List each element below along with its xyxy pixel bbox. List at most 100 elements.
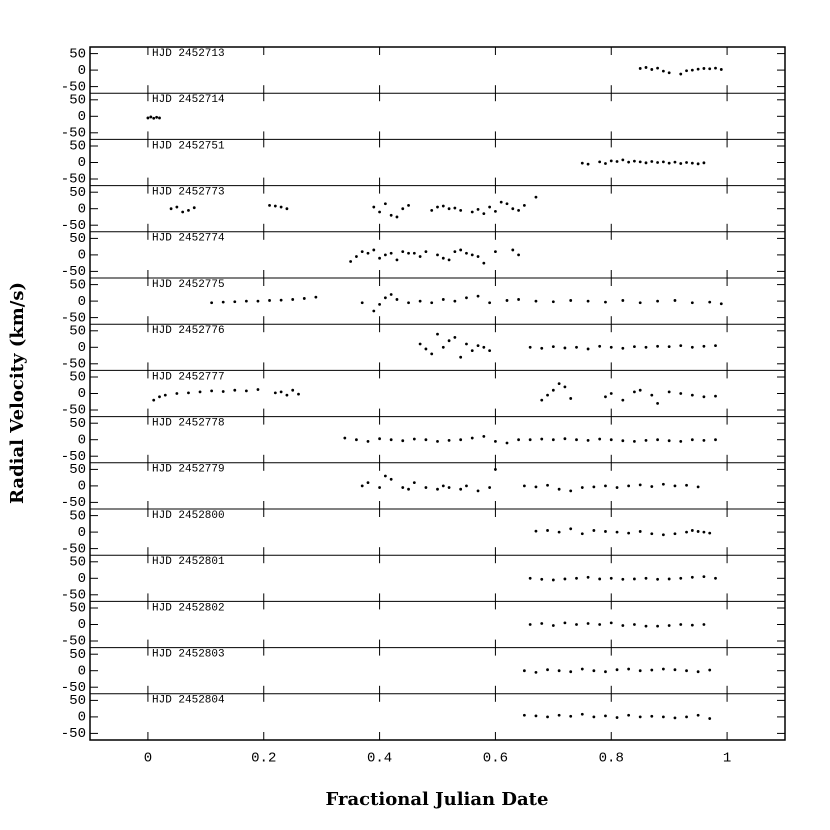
point (378, 437, 381, 441)
y-tick-label: 50 (69, 231, 86, 247)
point (407, 204, 410, 207)
point (586, 438, 590, 442)
point (661, 69, 665, 73)
point (470, 436, 474, 440)
x-axis-label: Fractional Julian Date (326, 789, 549, 810)
x-tick-label: 0 (144, 751, 152, 767)
point (714, 394, 717, 398)
point (685, 530, 688, 534)
point (476, 344, 480, 348)
point (690, 301, 694, 305)
point (360, 250, 364, 254)
point (604, 395, 607, 399)
point (656, 299, 659, 303)
x-tick-label: 0.6 (483, 751, 508, 767)
point (163, 393, 167, 397)
point (551, 624, 555, 627)
point (401, 207, 405, 211)
point (441, 345, 445, 349)
point (221, 390, 225, 393)
point (627, 531, 631, 535)
point (696, 67, 700, 71)
point (719, 302, 723, 306)
point (575, 623, 578, 626)
y-tick-label: 0 (78, 340, 86, 356)
point (656, 161, 659, 164)
point (233, 388, 237, 392)
point (592, 669, 596, 673)
point (372, 248, 376, 252)
point (702, 344, 706, 348)
y-tick-label: -50 (61, 310, 86, 326)
point (522, 204, 526, 207)
point (696, 713, 700, 717)
y-tick-label: 50 (69, 601, 86, 617)
point (609, 438, 613, 442)
point (412, 481, 416, 484)
point (210, 389, 214, 393)
point (383, 296, 387, 300)
point (366, 439, 370, 443)
point (522, 713, 526, 717)
point (569, 299, 573, 302)
y-tick-label: 50 (69, 277, 86, 293)
point (609, 392, 613, 395)
point (690, 575, 694, 579)
y-tick-label: -50 (61, 680, 86, 696)
point (598, 344, 602, 348)
point (633, 439, 636, 443)
point (268, 299, 271, 302)
point (638, 669, 642, 673)
point (656, 577, 659, 581)
point (667, 345, 671, 349)
point (604, 530, 607, 533)
point (656, 402, 659, 405)
point (661, 715, 665, 719)
point (517, 208, 520, 212)
y-tick-label: 0 (78, 571, 86, 587)
point (563, 385, 567, 389)
point (644, 576, 648, 580)
point (598, 623, 602, 626)
panel-label: HJD 2452801 (152, 556, 225, 568)
point (476, 489, 480, 493)
y-tick-label: 0 (78, 617, 86, 633)
point (349, 260, 353, 263)
point (360, 484, 364, 488)
y-tick-label: 50 (69, 462, 86, 478)
point (436, 439, 439, 443)
point (447, 207, 451, 211)
point (395, 298, 399, 301)
point (470, 253, 474, 257)
point (198, 390, 202, 394)
point (181, 210, 185, 214)
point (372, 309, 376, 313)
point (690, 393, 694, 397)
point (586, 575, 590, 579)
point (551, 578, 555, 582)
point (447, 339, 451, 343)
point (661, 160, 665, 164)
point (702, 67, 706, 70)
point (685, 69, 688, 73)
panel-label: HJD 2452773 (152, 187, 225, 199)
panel-label: HJD 2452803 (152, 649, 225, 661)
point (407, 251, 410, 255)
point (389, 438, 393, 442)
point (551, 300, 555, 304)
point (702, 395, 706, 399)
point (696, 162, 700, 166)
point (557, 487, 561, 491)
point (702, 438, 706, 442)
point (679, 162, 683, 165)
point (546, 529, 549, 532)
point (690, 438, 694, 442)
point (633, 623, 636, 626)
point (175, 205, 179, 209)
point (650, 668, 654, 672)
point (586, 347, 590, 351)
point (383, 253, 387, 257)
point (528, 438, 532, 442)
y-tick-label: 50 (69, 508, 86, 524)
point (627, 484, 631, 488)
